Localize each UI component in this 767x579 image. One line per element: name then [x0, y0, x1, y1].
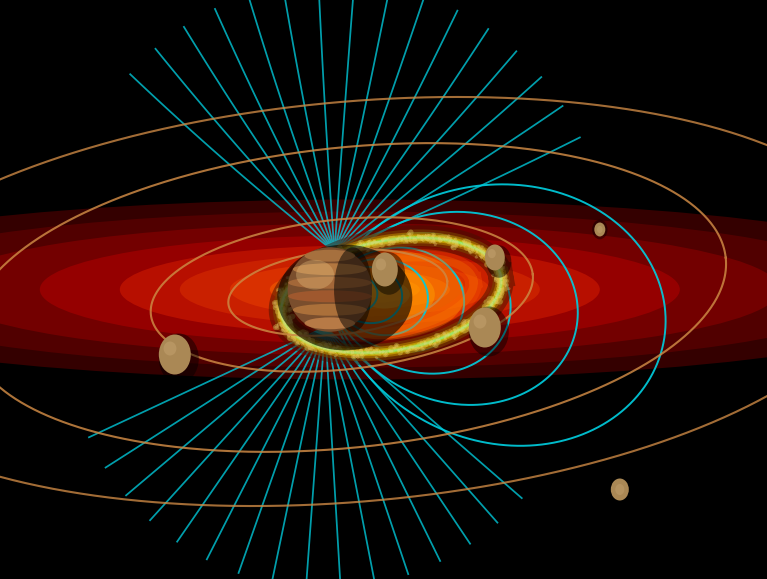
Ellipse shape [473, 314, 486, 328]
Ellipse shape [615, 484, 624, 495]
Ellipse shape [360, 280, 410, 309]
Ellipse shape [230, 262, 490, 317]
Ellipse shape [270, 269, 449, 310]
Ellipse shape [488, 249, 495, 258]
Ellipse shape [469, 307, 501, 347]
Ellipse shape [611, 478, 629, 500]
Ellipse shape [288, 290, 371, 302]
Ellipse shape [376, 258, 386, 270]
Ellipse shape [334, 247, 372, 332]
Ellipse shape [304, 250, 465, 339]
Ellipse shape [278, 245, 413, 350]
Ellipse shape [300, 276, 420, 303]
Ellipse shape [592, 219, 607, 239]
Ellipse shape [485, 244, 505, 270]
Ellipse shape [597, 226, 603, 233]
Ellipse shape [373, 252, 405, 295]
Ellipse shape [288, 277, 371, 289]
Ellipse shape [304, 250, 355, 262]
Ellipse shape [342, 284, 378, 295]
Ellipse shape [324, 280, 395, 299]
Ellipse shape [179, 255, 540, 324]
Ellipse shape [594, 222, 605, 236]
Ellipse shape [486, 245, 512, 278]
Ellipse shape [293, 263, 367, 275]
Ellipse shape [163, 342, 176, 356]
Ellipse shape [159, 334, 199, 383]
Ellipse shape [304, 317, 355, 329]
Ellipse shape [607, 474, 633, 505]
Ellipse shape [40, 236, 680, 343]
Ellipse shape [335, 266, 435, 323]
Ellipse shape [296, 260, 334, 290]
Ellipse shape [0, 211, 767, 368]
Ellipse shape [159, 335, 191, 375]
Ellipse shape [0, 200, 767, 379]
Ellipse shape [120, 245, 600, 334]
Ellipse shape [469, 306, 509, 357]
Ellipse shape [0, 223, 767, 356]
Ellipse shape [293, 304, 367, 316]
Ellipse shape [288, 247, 372, 332]
Ellipse shape [372, 252, 398, 287]
